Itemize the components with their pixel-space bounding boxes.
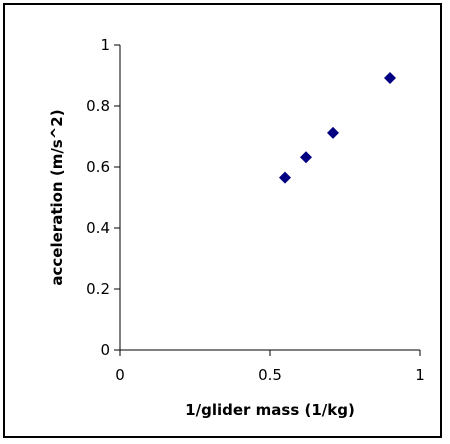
y-tick-label: 0 — [100, 341, 110, 359]
data-point-diamond — [384, 71, 396, 84]
data-point-diamond — [327, 126, 339, 139]
y-tick-label: 1 — [100, 36, 110, 54]
x-axis-title: 1/glider mass (1/kg) — [185, 401, 355, 419]
x-tick-label: 1 — [415, 366, 425, 384]
y-tick-label: 0.2 — [86, 280, 110, 298]
y-tick-label: 0.4 — [86, 219, 110, 237]
x-axis-ticks: 0 0.5 1 — [115, 350, 425, 384]
x-tick-label: 0 — [115, 366, 125, 384]
x-tick-label: 0.5 — [258, 366, 282, 384]
data-point-diamond — [279, 171, 291, 184]
data-point-diamond — [300, 151, 312, 164]
data-points — [279, 71, 396, 184]
y-axis-ticks: 0 0.2 0.4 0.6 0.8 1 — [86, 36, 120, 359]
y-tick-label: 0.8 — [86, 97, 110, 115]
y-tick-label: 0.6 — [86, 158, 110, 176]
y-axis-title: acceleration (m/s^2) — [48, 109, 66, 285]
chart-border — [3, 3, 442, 438]
